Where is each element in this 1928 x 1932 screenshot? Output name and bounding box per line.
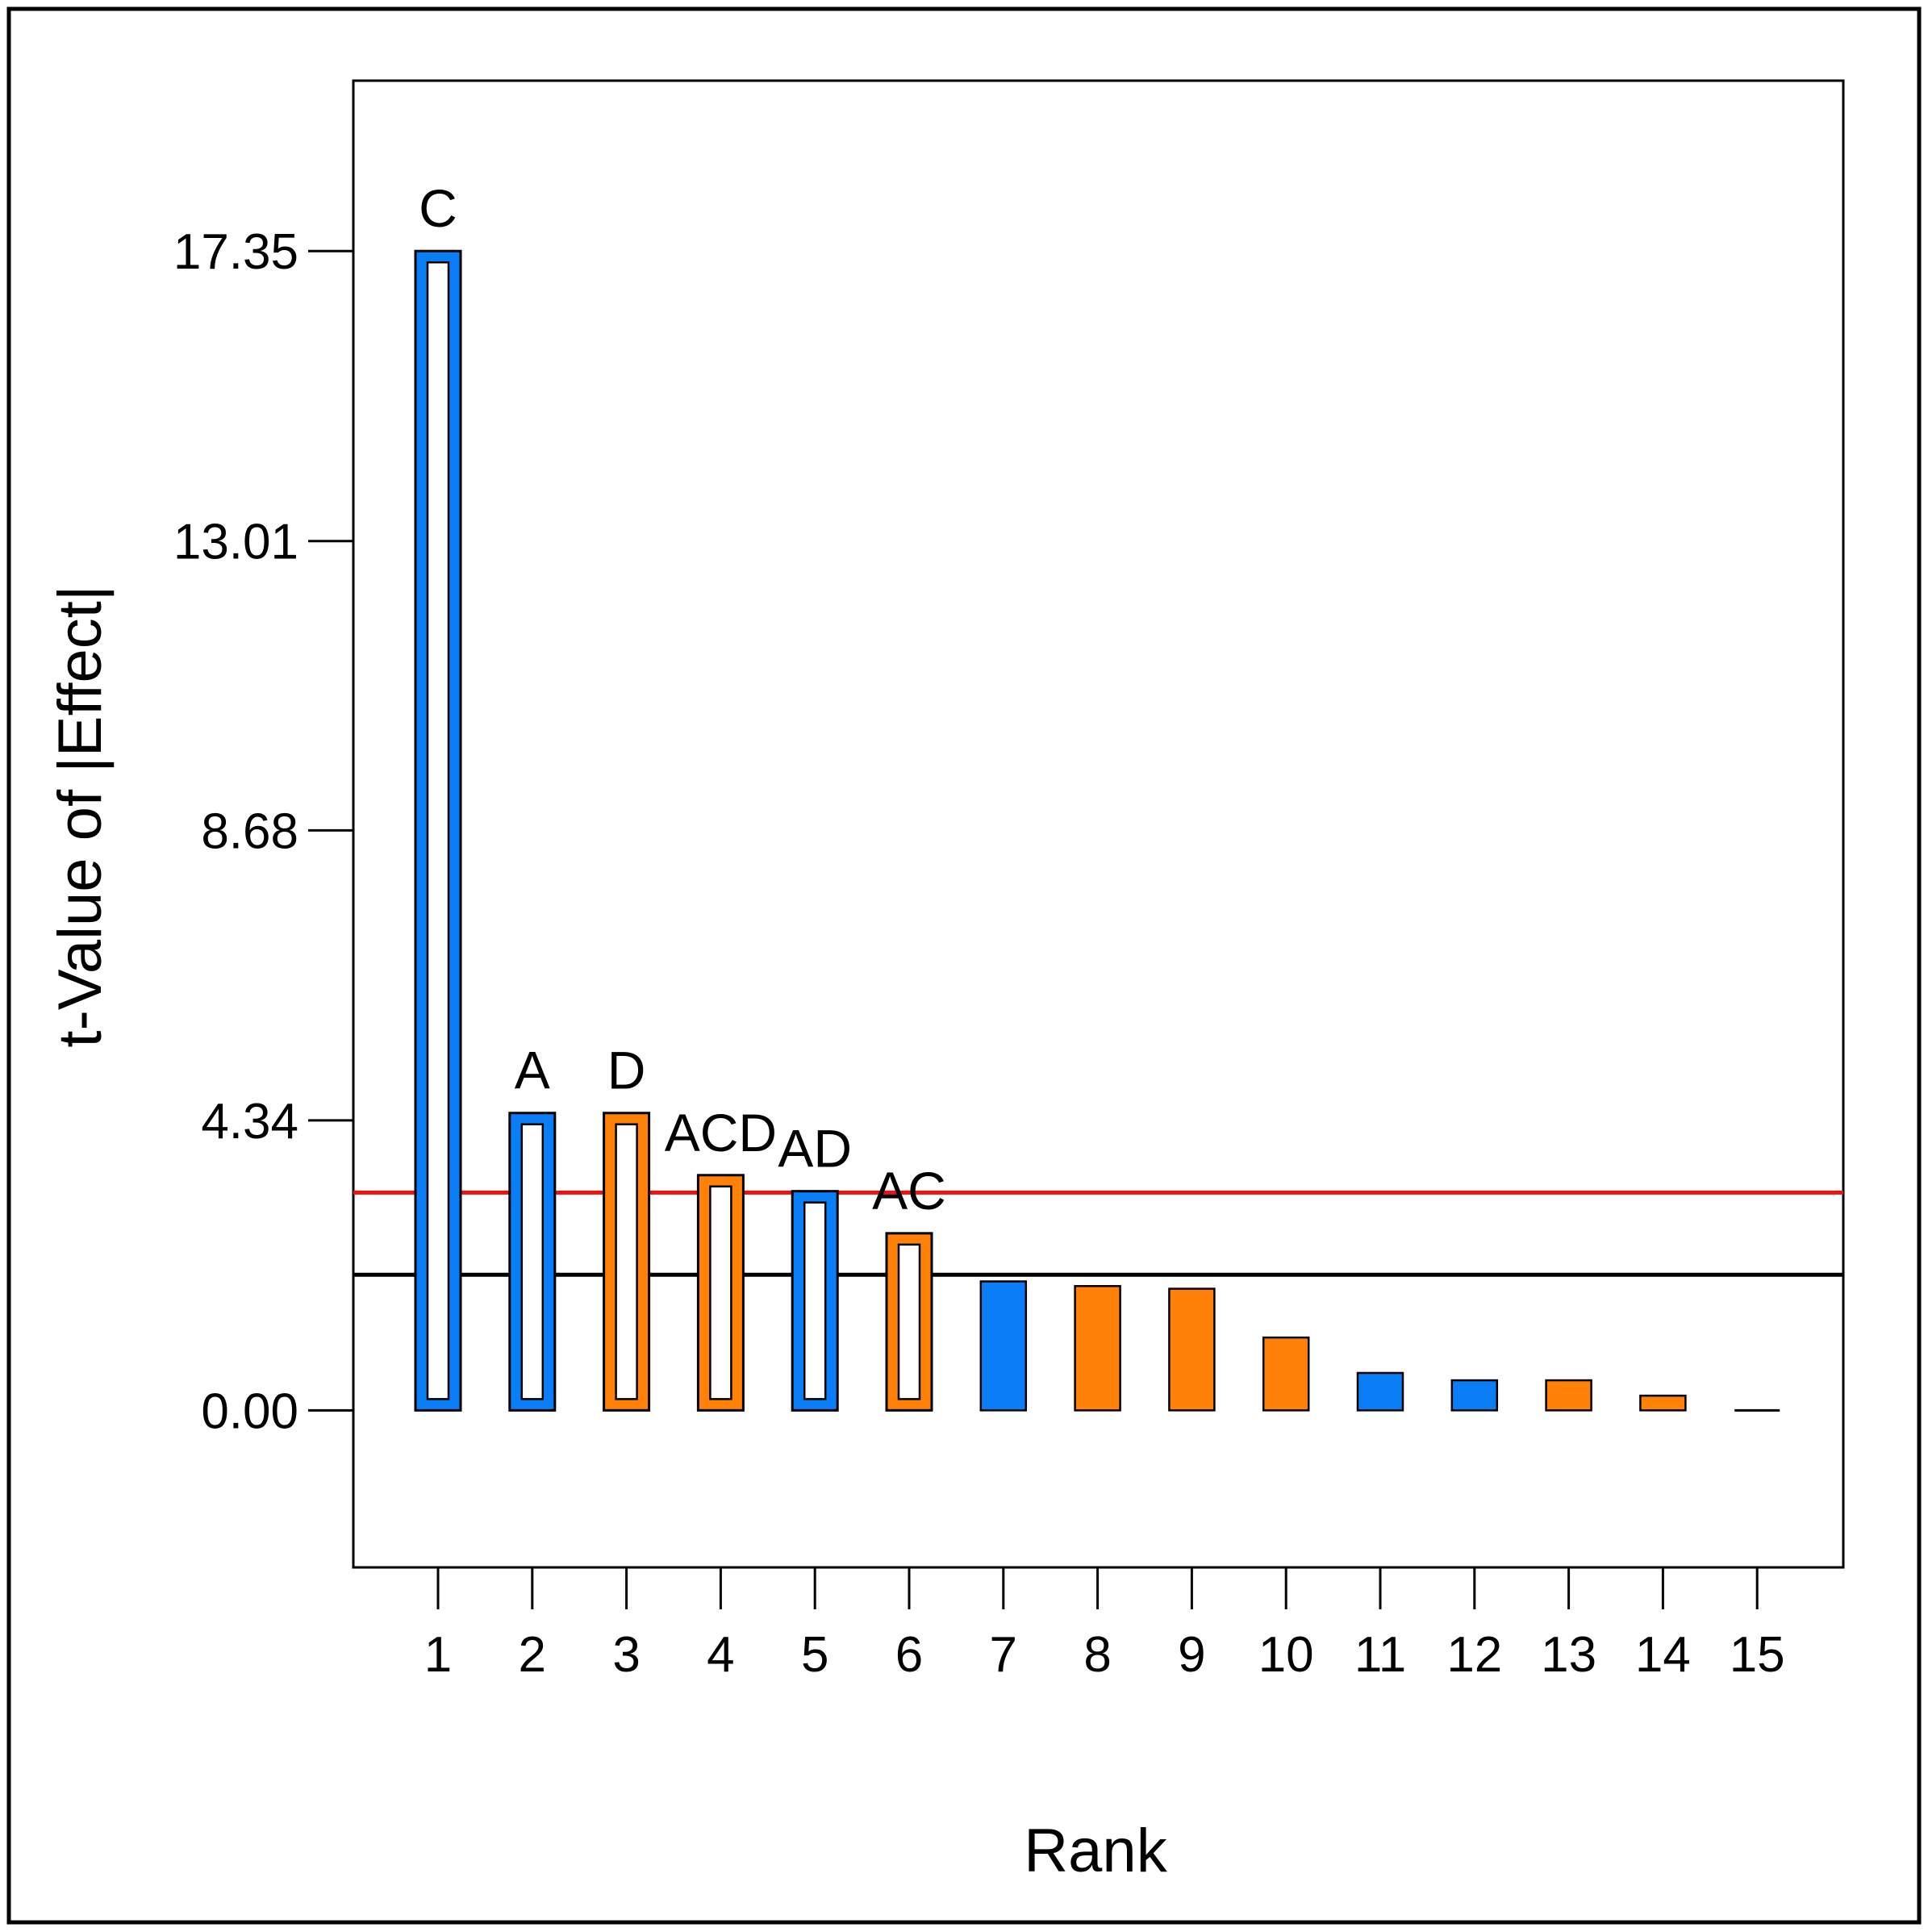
bar-inner [897,1243,921,1400]
x-tick-label: 11 [1354,1627,1406,1683]
bar-inner [426,261,450,1400]
bar-label: ACD [665,1103,777,1162]
y-tick-label: 17.35 [173,224,298,280]
bar-label: D [607,1041,646,1100]
x-tick-label: 5 [801,1627,828,1683]
y-tick-label: 13.01 [173,515,298,570]
bar-inner [520,1123,545,1400]
y-tick-label: 8.68 [201,803,298,859]
bar [1356,1371,1404,1412]
x-tick-label: 7 [990,1627,1017,1683]
x-tick-label: 12 [1446,1627,1502,1683]
bar [979,1280,1028,1412]
bar-label: AD [778,1119,852,1179]
x-tick-label: 8 [1083,1627,1111,1683]
x-tick-label: 1 [424,1627,452,1683]
bar-inner [709,1185,732,1400]
x-tick-label: 10 [1258,1627,1314,1683]
reference-lines [353,1190,1843,1277]
x-tick-label: 2 [519,1627,546,1683]
y-tick-label: 4.34 [201,1094,298,1150]
x-tick-label: 4 [707,1627,734,1683]
bar [1168,1287,1216,1412]
x-axis: 1 2 3 4 5 6 7 8 9 10 11 12 13 14 15 [424,1567,1785,1683]
bar-label: AC [872,1161,946,1221]
x-tick-label: 6 [895,1627,923,1683]
bar-inner [615,1123,638,1400]
bar-inner [803,1201,827,1400]
bar [1545,1379,1592,1412]
bar-label: C [419,178,457,238]
x-tick-label: 9 [1178,1627,1205,1683]
y-axis: 0.00 4.34 8.68 13.01 17.35 [173,224,353,1439]
bar-label: A [515,1041,550,1100]
x-tick-label: 14 [1635,1627,1691,1683]
x-tick-label: 15 [1730,1627,1785,1683]
x-tick-label: 3 [612,1627,640,1683]
bar [1639,1394,1687,1412]
bar [1450,1379,1499,1412]
x-tick-label: 13 [1541,1627,1596,1683]
y-tick-label: 0.00 [201,1383,298,1439]
y-axis-title: t-Value of |Effect| [46,585,115,1047]
x-axis-title: Rank [1024,1817,1167,1885]
bars [414,249,1780,1412]
bar [1074,1285,1121,1412]
bar [1262,1336,1310,1412]
